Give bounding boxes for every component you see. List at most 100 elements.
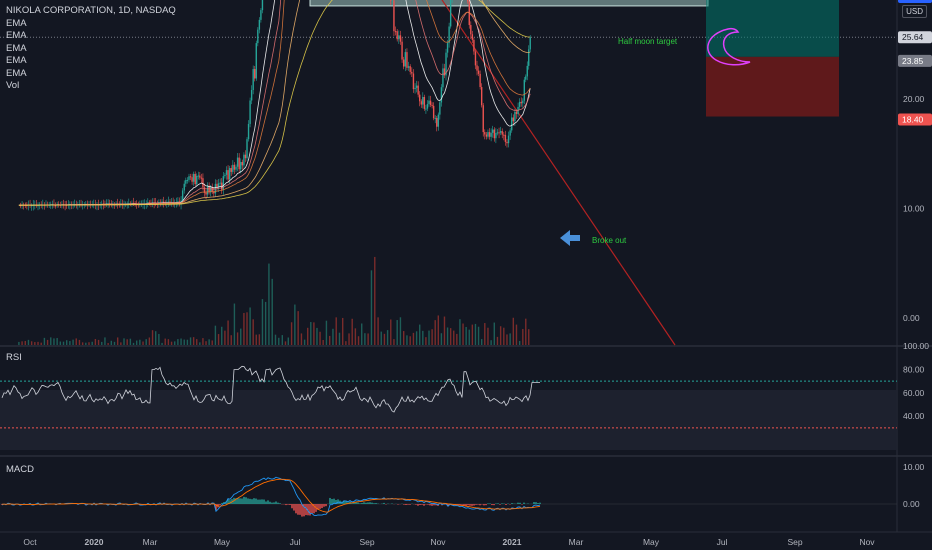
volume-bar <box>319 331 321 345</box>
indicator-ema-4[interactable]: EMA <box>6 55 27 66</box>
volume-bar <box>101 341 103 345</box>
macd-histogram-bar <box>321 504 323 509</box>
candle <box>224 174 226 177</box>
candle <box>233 164 236 170</box>
volume-bar <box>129 338 132 345</box>
currency-button[interactable]: USD <box>902 5 927 18</box>
macd-histogram-bar <box>307 504 309 516</box>
volume-bar <box>53 338 55 345</box>
macd-histogram-bar <box>365 502 367 504</box>
macd-histogram-bar <box>465 504 467 507</box>
macd-histogram-bar <box>215 504 217 511</box>
ema-line <box>18 0 531 206</box>
volume-bar <box>240 328 242 345</box>
volume-bar <box>139 339 141 345</box>
candle <box>515 111 518 115</box>
macd-histogram-bar <box>517 502 519 504</box>
volume-bar <box>322 339 324 345</box>
macd-histogram-bar <box>313 504 315 514</box>
volume-bar <box>348 333 350 345</box>
macd-histogram-bar <box>363 502 365 504</box>
volume-bar <box>268 263 270 345</box>
volume-bar <box>294 304 296 345</box>
candle <box>411 71 413 74</box>
candle <box>477 70 480 74</box>
rsi-line <box>1 365 540 413</box>
candle <box>240 161 242 170</box>
time-axis-label: May <box>643 537 660 547</box>
volume-bar <box>230 335 232 345</box>
volume-bar <box>284 341 287 345</box>
candle <box>209 187 212 193</box>
chart-title[interactable]: NIKOLA CORPORATION, 1D, NASDAQ <box>6 5 176 16</box>
macd-histogram-bar <box>245 497 247 504</box>
volume-bar <box>227 320 229 345</box>
candle <box>192 173 195 182</box>
macd-histogram-bar <box>345 501 347 504</box>
macd-histogram-bar <box>251 499 253 504</box>
macd-pane-label[interactable]: MACD <box>6 464 34 475</box>
macd-line <box>1 476 541 517</box>
candle <box>230 168 232 172</box>
volume-bar <box>126 339 128 345</box>
volume-bar <box>396 320 398 345</box>
macd-histogram-bar <box>447 504 449 507</box>
macd-histogram-bar <box>535 502 537 504</box>
volume-bar <box>161 342 163 345</box>
candle <box>487 132 489 137</box>
candle <box>467 0 469 2</box>
macd-histogram-bar <box>261 499 263 504</box>
volume-bar <box>361 323 363 345</box>
candle <box>205 192 207 195</box>
macd-histogram-bar <box>221 502 223 504</box>
candle <box>246 139 248 159</box>
volume-bar <box>493 322 495 345</box>
candle <box>446 43 449 53</box>
candle <box>200 177 203 179</box>
macd-histogram-bar <box>523 502 525 504</box>
candle <box>227 170 229 180</box>
volume-bar <box>236 332 239 345</box>
candle <box>511 117 513 131</box>
volume-bar <box>217 334 220 345</box>
macd-histogram-bar <box>521 504 523 505</box>
candle <box>30 205 33 207</box>
indicator-ema-1[interactable]: EMA <box>6 17 27 29</box>
candle <box>401 41 403 60</box>
volume-bar <box>183 339 185 345</box>
volume-bar <box>186 339 189 345</box>
volume-bar <box>377 317 379 345</box>
volume-bar <box>525 318 527 345</box>
indicator-ema-5[interactable]: EMA <box>6 67 27 79</box>
indicator-ema-3[interactable]: EMA <box>6 42 27 54</box>
volume-bar <box>81 342 84 345</box>
candle <box>522 100 524 104</box>
indicator-ema-2[interactable]: EMA <box>6 30 27 41</box>
volume-bar <box>310 322 312 345</box>
candle <box>232 164 234 172</box>
volume-bar <box>72 339 74 345</box>
candle <box>501 131 503 135</box>
volume-bar <box>258 334 261 345</box>
macd-tick-label: 0.00 <box>903 499 920 509</box>
macd-histogram-bar <box>419 504 421 505</box>
volume-bar <box>211 340 213 345</box>
macd-histogram-bar <box>421 504 423 505</box>
rsi-pane-label[interactable]: RSI <box>6 352 22 363</box>
candle <box>448 26 450 44</box>
volume-bar <box>281 335 284 345</box>
candle <box>499 131 502 133</box>
candle <box>255 43 257 79</box>
indicator-volume[interactable]: Vol <box>6 80 20 91</box>
candle <box>429 100 432 105</box>
macd-histogram-bar <box>435 504 437 506</box>
candle <box>479 73 481 88</box>
price-label-last: 25.64 <box>902 32 924 42</box>
macd-histogram-bar <box>241 498 243 504</box>
macd-histogram-bar <box>259 499 261 504</box>
rsi-tick-label: 100.00 <box>903 341 929 351</box>
candle <box>203 187 206 193</box>
candle <box>162 201 165 203</box>
candle <box>196 175 198 185</box>
